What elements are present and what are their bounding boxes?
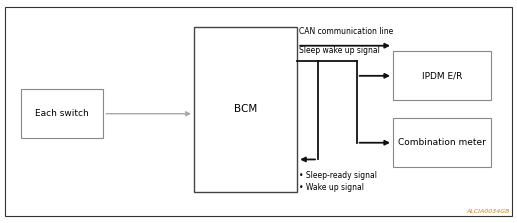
- Text: Combination meter: Combination meter: [398, 138, 486, 147]
- Text: Sleep wake up signal: Sleep wake up signal: [299, 46, 379, 55]
- Text: IPDM E/R: IPDM E/R: [422, 71, 462, 80]
- Text: ALCIA0034GB: ALCIA0034GB: [466, 209, 509, 214]
- Text: CAN communication line: CAN communication line: [299, 27, 393, 36]
- Bar: [21, 89, 103, 138]
- Text: BCM: BCM: [234, 104, 257, 114]
- Text: Each switch: Each switch: [35, 109, 89, 118]
- Bar: [393, 51, 491, 100]
- Text: • Sleep-ready signal
• Wake up signal: • Sleep-ready signal • Wake up signal: [299, 171, 377, 192]
- Bar: [393, 118, 491, 167]
- Bar: [194, 27, 297, 192]
